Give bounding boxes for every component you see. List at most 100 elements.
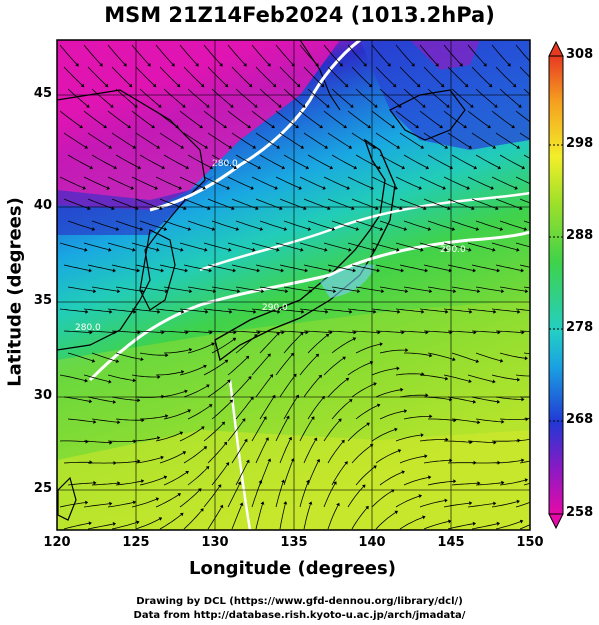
streamline-arrowhead <box>429 414 433 419</box>
streamline <box>63 132 86 148</box>
streamline-arrowhead <box>398 104 402 108</box>
streamline-arrowhead <box>451 227 456 231</box>
streamline <box>451 88 472 107</box>
streamline-arrowhead <box>180 512 184 517</box>
streamline-arrowhead <box>117 481 121 486</box>
streamline <box>399 330 426 333</box>
streamline-arrowhead <box>161 165 165 170</box>
streamline <box>155 44 174 65</box>
streamline-arrowhead <box>348 247 352 252</box>
streamline-arrowhead <box>448 268 452 273</box>
streamline-arrowhead <box>89 165 93 170</box>
streamline <box>499 418 526 420</box>
streamline-arrowhead <box>391 124 395 129</box>
streamline-arrowhead <box>466 186 470 190</box>
streamline-arrowhead <box>415 124 419 129</box>
streamline-arrowhead <box>374 104 378 108</box>
streamline <box>111 66 131 86</box>
streamline <box>447 396 474 403</box>
streamline <box>495 330 522 333</box>
streamline-arrowhead <box>280 268 284 273</box>
streamline <box>183 385 208 398</box>
streamline-arrowhead <box>518 104 522 108</box>
streamline-arrowhead <box>160 455 164 460</box>
streamline-arrowhead <box>281 165 285 170</box>
streamline <box>131 110 153 127</box>
streamline <box>299 418 313 442</box>
colorbar-max-triangle <box>548 40 564 57</box>
streamline <box>87 396 114 403</box>
streamline-arrowhead <box>157 309 161 314</box>
streamline <box>159 264 186 271</box>
streamline-arrowhead <box>208 268 212 273</box>
streamline <box>303 264 330 271</box>
streamline <box>523 220 530 224</box>
streamline <box>395 44 414 65</box>
streamline <box>379 471 403 486</box>
streamline-arrowhead <box>545 269 548 273</box>
streamline-arrowhead <box>307 227 312 231</box>
streamline-arrowhead <box>296 83 301 88</box>
streamline <box>283 286 310 292</box>
streamline <box>87 330 114 333</box>
streamline <box>207 264 234 271</box>
streamline <box>235 154 259 168</box>
streamline-arrowhead <box>521 165 525 170</box>
streamline-arrowhead <box>350 104 354 108</box>
streamline <box>375 512 396 530</box>
streamline-arrowhead <box>110 104 114 108</box>
streamline-arrowhead <box>521 458 525 463</box>
streamline-arrowhead <box>171 63 175 67</box>
streamline-arrowhead <box>400 387 404 392</box>
streamline <box>355 220 381 230</box>
streamline <box>323 358 344 376</box>
streamline <box>523 482 530 486</box>
streamline-arrowhead <box>141 289 145 294</box>
streamline-arrowhead <box>254 104 258 108</box>
streamline-arrowhead <box>525 289 529 294</box>
streamline-arrowhead <box>516 247 520 252</box>
streamline <box>327 505 339 530</box>
streamline-arrowhead <box>248 83 253 88</box>
streamline <box>351 264 378 271</box>
streamline <box>227 176 252 189</box>
streamline-arrowhead <box>376 268 380 273</box>
streamline-arrowhead <box>276 145 280 149</box>
streamline <box>467 110 489 127</box>
streamline-arrowhead <box>91 227 96 231</box>
streamline <box>115 418 142 421</box>
streamline-arrowhead <box>165 353 169 358</box>
streamline-arrowhead <box>471 206 475 211</box>
streamline <box>523 88 530 95</box>
streamline-arrowhead <box>269 374 274 378</box>
streamline <box>307 88 328 107</box>
streamline-arrowhead <box>219 504 224 509</box>
streamline <box>371 308 398 313</box>
colorbar <box>548 55 564 515</box>
streamline <box>107 502 134 508</box>
streamline <box>163 472 187 486</box>
streamline <box>187 88 208 107</box>
y-tick: 30 <box>33 388 52 403</box>
streamline <box>495 460 522 464</box>
streamline-arrowhead <box>308 501 313 505</box>
streamline-arrowhead <box>184 268 188 273</box>
streamline <box>187 467 208 486</box>
colorbar-tick: 258 <box>566 505 594 520</box>
streamline <box>467 44 486 65</box>
streamline-arrowhead <box>403 409 408 414</box>
streamline <box>403 286 430 292</box>
streamline-arrowhead <box>109 309 113 314</box>
streamline <box>107 242 133 251</box>
streamline-arrowhead <box>543 206 547 210</box>
lat-lon-grid <box>57 40 530 530</box>
streamline <box>275 418 289 442</box>
streamline-arrowhead <box>453 479 457 484</box>
streamline-arrowhead <box>372 247 376 252</box>
streamline-arrowhead <box>396 247 400 252</box>
streamline <box>63 461 90 464</box>
streamline <box>423 460 450 464</box>
streamline <box>523 154 530 159</box>
credit-data: Data from http://database.rish.kyoto-u.a… <box>133 610 466 621</box>
streamline-arrowhead <box>319 124 323 129</box>
